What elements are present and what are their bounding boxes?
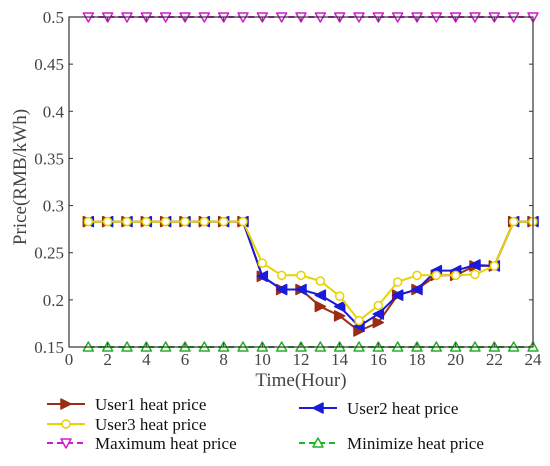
data-point [373,300,384,311]
data-point [334,291,345,301]
legend-item-2: User2 heat price [299,399,458,418]
x-tick-label: 0 [65,350,74,369]
x-tick-label: 24 [525,350,543,369]
data-point [141,216,152,227]
data-point [354,315,364,326]
legend-marker [60,398,72,410]
x-tick-label: 2 [103,350,112,369]
data-point [295,283,307,296]
series-3 [83,216,538,326]
legend-item-1: User1 heat price [47,395,206,414]
legend-label: User3 heat price [95,415,206,434]
plot-layer [69,12,539,352]
legend-item-3: User3 heat price [47,415,206,434]
data-point [392,277,403,287]
data-point [218,216,229,227]
x-tick-label: 8 [219,350,228,369]
data-point [469,259,481,271]
x-tick-label: 4 [142,350,151,369]
x-tick-label: 10 [254,350,271,369]
legend: User1 heat price User2 heat price User3 he… [47,395,484,453]
data-point [450,270,461,281]
data-point [238,216,248,227]
y-axis-title: Price(RMB/kWh) [10,109,31,245]
data-point [508,216,519,227]
legend-marker [61,419,71,429]
data-point [276,270,287,281]
y-tick-label: 0.15 [34,338,64,357]
legend-marker [312,402,324,414]
legend-label: Minimize heat price [347,434,484,453]
x-tick-label: 12 [293,350,310,369]
axes-layer: 0 2 4 6 8 10 12 14 16 18 20 22 240.150.20.250.30.350… [34,8,542,369]
legend-item-4: Maximum heat price [47,434,237,453]
x-tick-label: 20 [447,350,464,369]
data-point [315,276,326,286]
legend-label: Maximum heat price [95,434,237,453]
y-tick-label: 0.2 [43,291,64,310]
data-point [180,216,190,227]
x-tick-label: 14 [331,350,349,369]
legend-label: User2 heat price [347,399,458,418]
data-point [333,310,346,322]
y-tick-label: 0.4 [43,102,65,121]
y-tick-label: 0.25 [34,244,64,263]
data-point [314,289,327,301]
data-point [160,216,171,227]
x-tick-label: 6 [181,350,190,369]
data-point [275,283,288,296]
data-point [489,261,500,271]
legend-marker [60,438,72,449]
data-point [470,269,480,280]
y-tick-label: 0.3 [43,197,64,216]
x-tick-label: 22 [486,350,503,369]
x-axis-title: Time(Hour) [255,370,346,391]
data-point [431,270,442,281]
y-tick-label: 0.35 [34,149,64,168]
data-point [333,300,346,313]
y-tick-label: 0.5 [43,8,64,27]
data-point [256,270,269,283]
data-point [412,270,422,281]
plot-area [69,17,533,347]
data-point [199,216,210,227]
legend-marker [312,437,324,448]
data-point [83,216,94,227]
y-tick-label: 0.45 [34,55,64,74]
data-point [257,258,268,268]
legend-label: User1 heat price [95,395,206,414]
data-point [296,270,306,281]
data-point [372,316,385,329]
data-point [102,216,113,227]
legend-item-5: Minimize heat price [299,434,484,453]
data-point [411,283,423,296]
data-point [372,308,385,320]
data-point [391,289,404,301]
x-tick-label: 18 [409,350,426,369]
data-point [122,216,132,227]
data-point [314,300,327,313]
x-tick-label: 16 [370,350,387,369]
